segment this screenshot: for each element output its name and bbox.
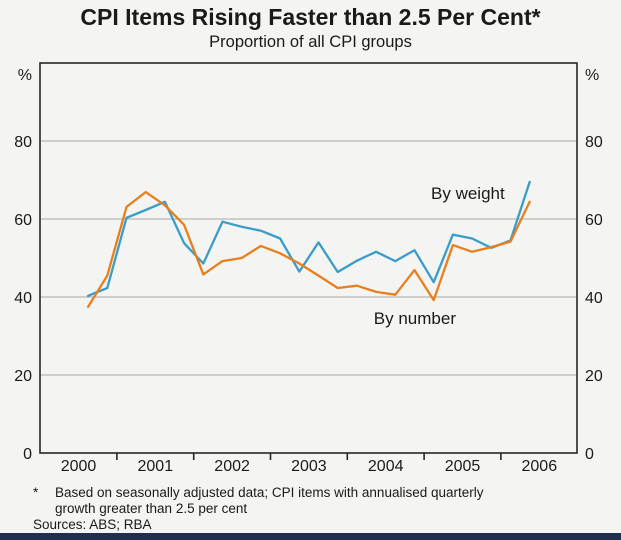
y-label-left-0: 0 [23, 446, 32, 463]
chart-subtitle: Proportion of all CPI groups [209, 33, 412, 51]
series-labels: By weight By number [374, 184, 505, 328]
bottom-bar [0, 533, 621, 540]
footnote: * Based on seasonally adjusted data; CPI… [33, 485, 593, 517]
footnote-line1: Based on seasonally adjusted data; CPI i… [55, 485, 484, 500]
series-label-by-number: By number [374, 309, 457, 328]
y-label-right-20: 20 [585, 368, 603, 385]
series-label-by-weight: By weight [431, 184, 505, 203]
sources-line: Sources: ABS; RBA [33, 517, 152, 532]
gridlines [40, 140, 577, 376]
footnote-text: Based on seasonally adjusted data; CPI i… [55, 485, 525, 517]
x-label-2001: 2001 [138, 458, 174, 475]
x-label-2004: 2004 [368, 458, 404, 475]
x-label-2006: 2006 [522, 458, 558, 475]
series-lines [86, 180, 531, 308]
y-label-left-20: 20 [14, 368, 32, 385]
y-label-right-40: 40 [585, 290, 603, 307]
x-axis-ticks [116, 453, 502, 460]
y-label-right-80: 80 [585, 134, 603, 151]
footnote-line2: growth greater than 2.5 per cent [55, 501, 248, 516]
y-label-right-60: 60 [585, 212, 603, 229]
y-axis-labels-left: 0 20 40 60 80% [14, 67, 32, 463]
y-label-left-40: 40 [14, 290, 32, 307]
y-label-left-60: 60 [14, 212, 32, 229]
series-line-by-number [86, 190, 531, 308]
x-label-2003: 2003 [291, 458, 327, 475]
plot-frame [39, 62, 578, 454]
y-label-left-80: 80 [14, 134, 32, 151]
footnote-asterisk: * [33, 485, 39, 500]
x-axis-year-labels: 2000 2001 2002 2003 2004 2005 2006 [61, 458, 557, 475]
x-label-2002: 2002 [214, 458, 250, 475]
chart-title: CPI Items Rising Faster than 2.5 Per Cen… [80, 4, 541, 30]
y-unit-right: % [585, 67, 599, 84]
y-axis-labels-right: 0 20 40 60 80% [585, 67, 603, 463]
y-label-right-0: 0 [585, 446, 594, 463]
y-unit-left: % [18, 67, 32, 84]
x-label-2000: 2000 [61, 458, 97, 475]
x-label-2005: 2005 [445, 458, 481, 475]
